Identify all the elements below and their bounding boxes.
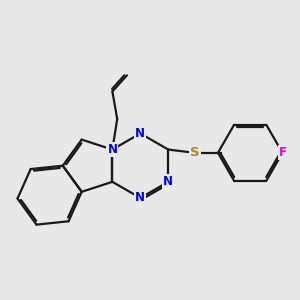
Text: F: F [278, 146, 286, 159]
Text: N: N [107, 143, 117, 156]
Text: N: N [163, 175, 173, 188]
Text: S: S [190, 146, 200, 159]
Text: N: N [135, 191, 145, 205]
Text: N: N [135, 127, 145, 140]
